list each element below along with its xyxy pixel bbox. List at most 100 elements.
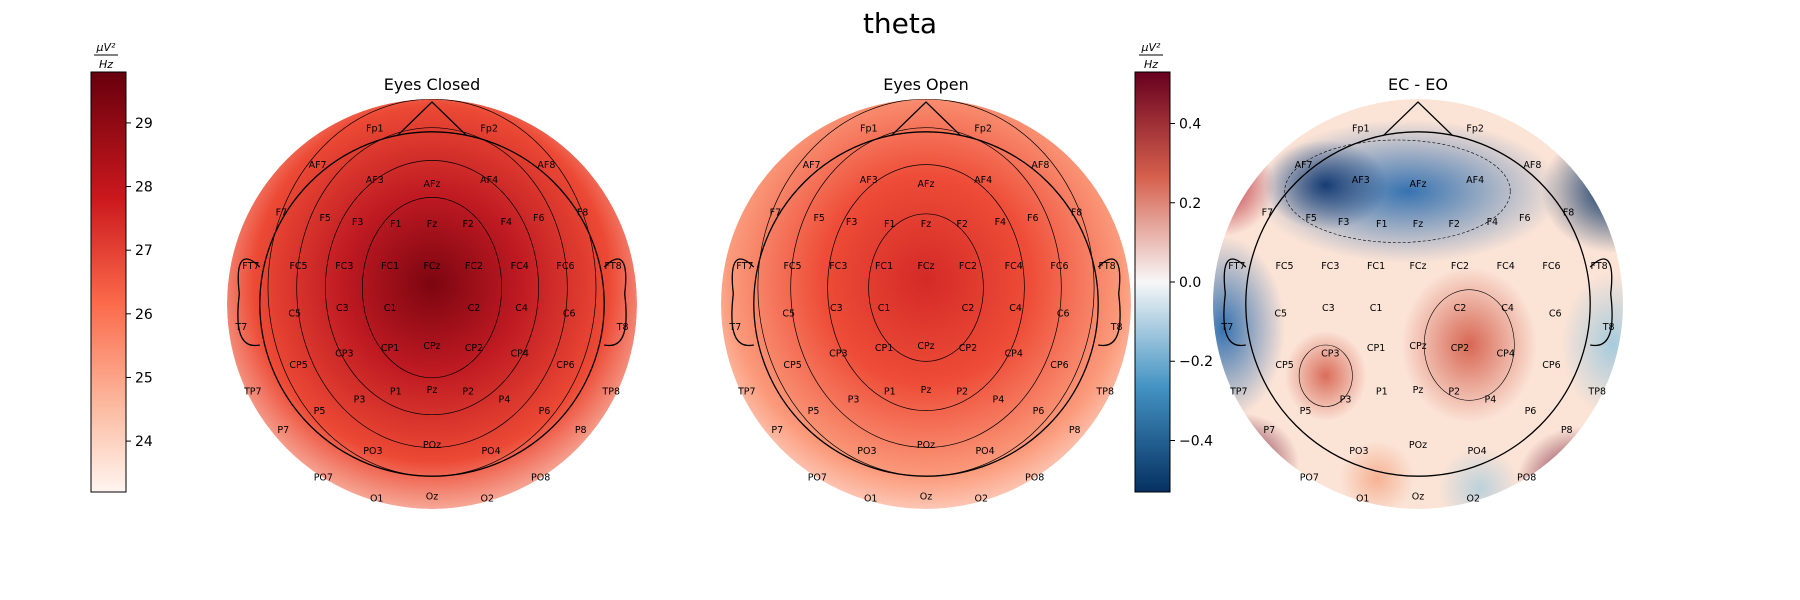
sensor-label: Fp1 xyxy=(860,124,878,135)
sensor-label: T7 xyxy=(234,322,247,333)
sensor-label: P4 xyxy=(993,394,1005,405)
nose xyxy=(396,101,468,137)
sensor-label: F7 xyxy=(770,207,782,218)
sensor-label: Fp1 xyxy=(366,124,384,135)
sensor-label: C4 xyxy=(515,303,528,314)
sensor-label: T8 xyxy=(1602,322,1615,333)
colorbar-tick-label: 29 xyxy=(135,116,153,132)
sensor-label: PO8 xyxy=(1517,472,1536,483)
sensor-label: Oz xyxy=(426,492,438,503)
sensor-label: P8 xyxy=(1561,425,1573,436)
colorbar-left-unit-den: Hz xyxy=(99,58,113,71)
sensor-label: POz xyxy=(423,440,441,451)
topomap-contour xyxy=(325,160,539,416)
topomap-field-patch xyxy=(1438,447,1521,509)
sensor-label: FT8 xyxy=(605,261,622,272)
sensor-label: P3 xyxy=(848,394,860,405)
topomap-field-patch xyxy=(1401,267,1537,423)
sensor-label: P5 xyxy=(314,406,326,417)
sensor-label: C5 xyxy=(288,309,301,320)
sensor-label: F8 xyxy=(1563,207,1575,218)
sensor-label: C4 xyxy=(1501,303,1514,314)
head-outline xyxy=(753,131,1099,477)
sensor-label: FC2 xyxy=(1451,261,1469,272)
sensor-label: P5 xyxy=(1300,406,1312,417)
sensor-label: P8 xyxy=(575,425,587,436)
sensor-label: AF7 xyxy=(309,160,327,171)
sensor-label: Fp2 xyxy=(974,124,992,135)
sensor-label: FC4 xyxy=(511,261,529,272)
figure-title: theta xyxy=(863,7,937,40)
sensor-label: AFz xyxy=(1410,179,1427,190)
topomap-field-patch xyxy=(1264,140,1388,231)
topomap-title: Eyes Open xyxy=(883,75,969,94)
sensor-label: F8 xyxy=(577,207,589,218)
colorbar-left-bar xyxy=(90,71,127,493)
sensor-label: FT7 xyxy=(1228,261,1245,272)
sensor-label: FC3 xyxy=(335,261,353,272)
colorbar-tick-label: 25 xyxy=(135,370,153,386)
sensor-label: CP5 xyxy=(1275,360,1293,371)
sensor-label: FT7 xyxy=(736,261,753,272)
sensor-label: AF8 xyxy=(537,160,555,171)
colorbar-tick-label: 0.2 xyxy=(1179,196,1201,212)
topomap-field-patch xyxy=(1516,427,1623,509)
colorbar-right-unit-den: Hz xyxy=(1144,58,1158,71)
sensor-label: FC1 xyxy=(381,261,399,272)
sensor-label: F1 xyxy=(884,219,896,230)
sensor-label: P2 xyxy=(1448,387,1460,398)
sensor-label: AFz xyxy=(918,179,935,190)
sensor-label: P1 xyxy=(884,387,896,398)
sensor-label: P4 xyxy=(499,394,511,405)
topomap-contour xyxy=(361,197,503,379)
sensor-label: F6 xyxy=(1027,213,1039,224)
sensor-label: Fz xyxy=(921,219,931,230)
sensor-label: FC3 xyxy=(1321,261,1339,272)
sensor-label: C6 xyxy=(1057,309,1070,320)
colorbar-left-unit-num: μV² xyxy=(96,41,117,54)
sensor-label: F1 xyxy=(390,219,402,230)
colorbar-tick-label: 28 xyxy=(135,180,153,196)
sensor-label: FC1 xyxy=(875,261,893,272)
sensor-label: AF3 xyxy=(1352,175,1370,186)
nose xyxy=(890,101,962,137)
sensor-label: F4 xyxy=(1487,217,1499,228)
sensor-label: CP4 xyxy=(510,349,528,360)
sensor-label: P1 xyxy=(1376,387,1388,398)
right-ear xyxy=(603,258,627,347)
sensor-label: CP6 xyxy=(1050,360,1068,371)
sensor-label: PO4 xyxy=(1467,446,1486,457)
sensor-label: Pz xyxy=(1413,385,1424,396)
sensor-label: P6 xyxy=(1033,406,1045,417)
sensor-label: P3 xyxy=(354,394,366,405)
sensor-label: FT7 xyxy=(242,261,259,272)
sensor-label: C3 xyxy=(336,303,349,314)
topomap-contour xyxy=(868,213,984,362)
topomap-field-patch xyxy=(1284,330,1367,421)
sensor-label: PO3 xyxy=(1349,446,1368,457)
head-outline xyxy=(1245,131,1591,477)
sensor-label: F3 xyxy=(1338,217,1350,228)
sensor-label: CP1 xyxy=(1367,343,1385,354)
sensor-label: FT8 xyxy=(1099,261,1116,272)
sensor-label: P6 xyxy=(539,406,551,417)
sensor-label: F5 xyxy=(1305,213,1317,224)
colorbar-tick-label: 0.4 xyxy=(1179,117,1201,133)
sensor-label: F2 xyxy=(1448,219,1460,230)
sensor-label: P8 xyxy=(1069,425,1081,436)
sensor-label: P7 xyxy=(277,425,289,436)
sensor-label: CPz xyxy=(1409,341,1426,352)
head-outline xyxy=(259,131,605,477)
sensor-label: F5 xyxy=(813,213,825,224)
colorbar-tick-label: 26 xyxy=(135,307,153,323)
sensor-label: CP6 xyxy=(556,360,574,371)
topomap-field-patch xyxy=(1213,133,1275,237)
sensor-label: AF7 xyxy=(1295,160,1313,171)
sensor-label: P4 xyxy=(1485,394,1497,405)
topomap-field-patch xyxy=(1213,236,1285,421)
colorbar-tick-label: 0.0 xyxy=(1179,275,1201,291)
colorbar-right-unit-num: μV² xyxy=(1141,41,1162,54)
colorbar-tick-label: 27 xyxy=(135,243,153,259)
sensor-label: C2 xyxy=(468,303,481,314)
sensor-label: FC2 xyxy=(959,261,977,272)
